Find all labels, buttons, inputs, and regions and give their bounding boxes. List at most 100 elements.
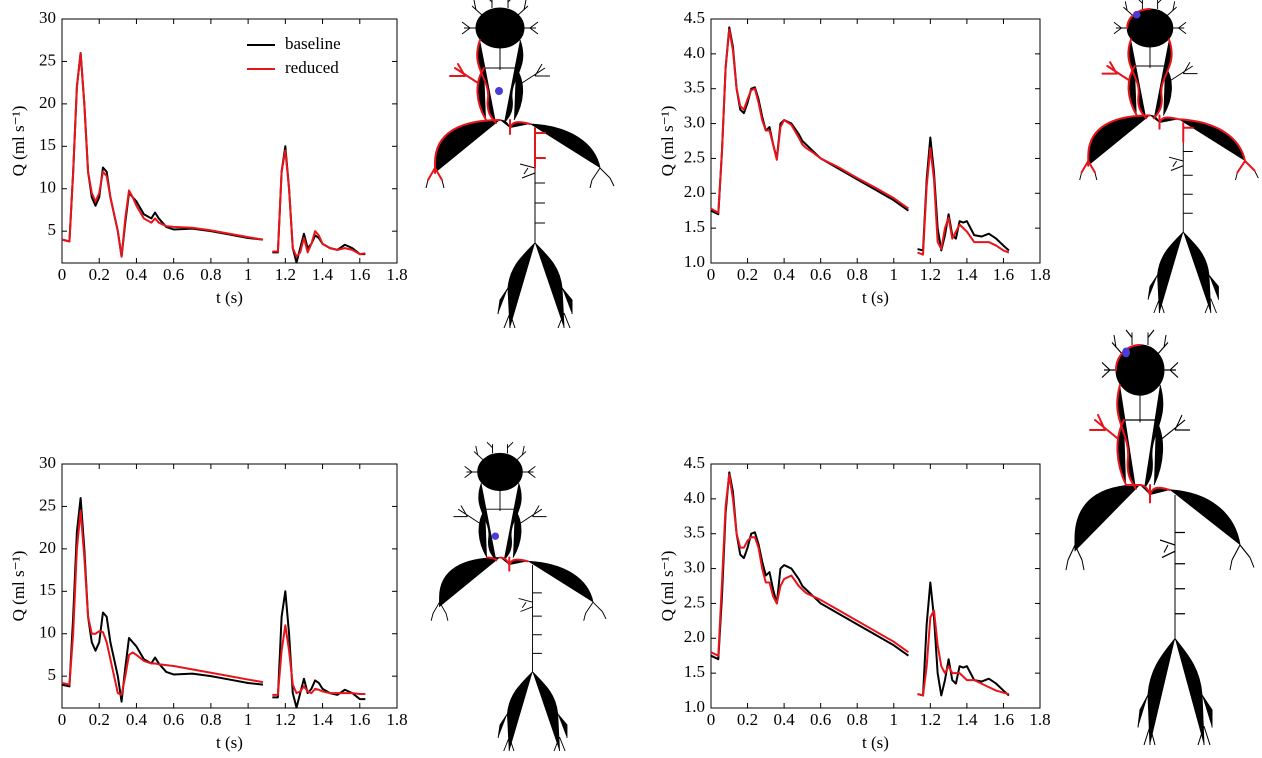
series-line [710,28,1010,256]
y-tick-label: 3.0 [684,557,705,576]
y-tick-label: 10 [39,178,56,197]
y-tick-label: 4.0 [684,43,705,62]
x-tick-label: 1.2 [920,265,941,284]
y-tick-label: 20 [39,93,56,112]
x-tick-label: 1 [244,710,253,729]
series-line [61,509,366,696]
x-tick-label: 0.6 [163,265,184,284]
y-axis-label: Q (ml s⁻¹) [9,106,28,177]
x-tick-label: 1.4 [956,265,978,284]
y-tick-label: 5 [48,665,57,684]
y-tick-label: 4.0 [684,488,705,507]
x-tick-label: 1.8 [386,265,407,284]
y-tick-label: 1.0 [684,697,705,716]
y-tick-label: 3.5 [684,78,705,97]
reduced-region [428,40,545,180]
x-tick-label: 1.8 [1029,710,1050,729]
x-axis-label: t (s) [216,733,243,752]
x-tick-label: 0.2 [89,265,110,284]
x-tick-label: 1.6 [349,710,370,729]
x-tick-label: 0.6 [810,265,831,284]
y-tick-label: 4.5 [684,8,705,27]
x-axis-label: t (s) [862,733,889,752]
x-axis-label: t (s) [216,288,243,307]
x-tick-label: 0 [707,710,716,729]
y-tick-label: 20 [39,538,56,557]
x-tick-label: 0.4 [773,265,795,284]
x-tick-label: 1.4 [956,710,978,729]
y-tick-label: 25 [39,495,56,514]
y-axis-label: Q (ml s⁻¹) [9,551,28,622]
x-tick-label: 0.2 [737,710,758,729]
y-tick-label: 15 [39,580,56,599]
x-tick-label: 0.4 [126,265,148,284]
y-tick-label: 10 [39,623,56,642]
y-tick-label: 2.5 [684,147,705,166]
y-tick-label: 4.5 [684,453,705,472]
y-axis-label: Q (ml s⁻¹) [658,551,677,622]
x-tick-label: 0.2 [737,265,758,284]
plot-frame [61,463,398,709]
series-line [710,471,1010,697]
tree-outline [1065,329,1255,746]
y-tick-label: 3.0 [684,112,705,131]
x-tick-label: 1 [890,265,899,284]
x-tick-label: 1 [244,265,253,284]
legend-label: baseline [285,34,341,53]
legend-label: reduced [285,58,339,77]
x-tick-label: 1.6 [993,710,1014,729]
x-tick-label: 0.8 [847,265,868,284]
tree-outline [430,441,607,752]
x-tick-label: 0.6 [810,710,831,729]
plot-frame [710,18,1041,264]
artery-tree [425,0,615,329]
series-line [710,473,1010,697]
measurement-point [491,532,500,540]
x-tick-label: 0.8 [200,265,221,284]
x-tick-label: 1.2 [275,265,296,284]
plot-frame [61,18,398,264]
y-tick-label: 3.5 [684,523,705,542]
y-tick-label: 1.5 [684,662,705,681]
series-line [61,496,366,709]
x-tick-label: 1.4 [312,265,334,284]
y-tick-label: 30 [39,8,56,27]
x-tick-label: 0.4 [126,710,148,729]
y-tick-label: 30 [39,453,56,472]
plot-frame [710,463,1041,709]
x-tick-label: 0.8 [847,710,868,729]
x-tick-label: 0 [58,710,67,729]
artery-tree [430,441,607,752]
x-tick-label: 1.8 [386,710,407,729]
y-tick-label: 2.0 [684,182,705,201]
artery-tree [1065,329,1255,746]
x-tick-label: 0.8 [200,710,221,729]
x-tick-label: 1.8 [1029,265,1050,284]
artery-tree [1079,0,1259,314]
x-tick-label: 0.6 [163,710,184,729]
x-tick-label: 1.2 [275,710,296,729]
x-axis-label: t (s) [862,288,889,307]
y-tick-label: 2.5 [684,592,705,611]
y-tick-label: 25 [39,50,56,69]
reduced-region [487,558,528,571]
x-tick-label: 0 [58,265,67,284]
tree-outline [425,0,615,329]
x-tick-label: 1 [890,710,899,729]
x-tick-label: 1.2 [920,710,941,729]
y-tick-label: 2.0 [684,627,705,646]
measurement-point [1132,10,1141,19]
y-tick-label: 15 [39,135,56,154]
y-tick-label: 1.5 [684,217,705,236]
y-axis-label: Q (ml s⁻¹) [658,106,677,177]
series-line [710,26,1010,252]
x-tick-label: 1.6 [349,265,370,284]
measurement-point [495,87,503,95]
y-tick-label: 1.0 [684,252,705,271]
y-tick-label: 5 [48,220,57,239]
x-tick-label: 0.4 [773,710,795,729]
x-tick-label: 1.6 [993,265,1014,284]
x-tick-label: 0.2 [89,710,110,729]
